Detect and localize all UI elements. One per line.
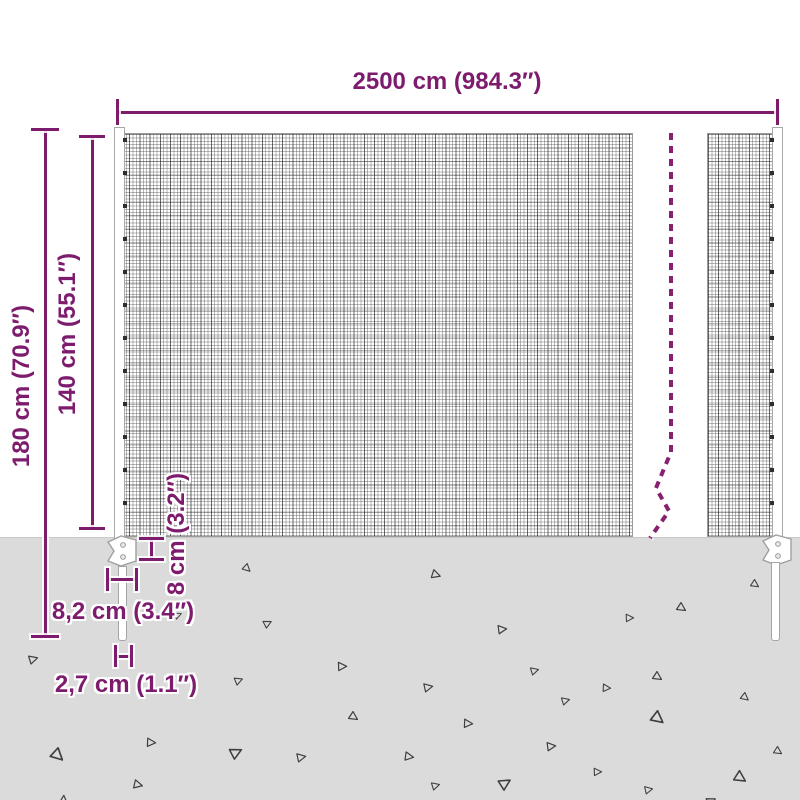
anchor-width-dimension-label: 8,2 cm (3.4″) bbox=[51, 598, 195, 625]
mesh-height-tick-top bbox=[79, 135, 105, 138]
ground-triangle-icon bbox=[260, 617, 273, 630]
ground-triangle-icon bbox=[590, 765, 603, 778]
ground-triangle-icon bbox=[543, 739, 558, 753]
mesh-height-dimension-line bbox=[91, 137, 94, 530]
ground-triangle-icon bbox=[732, 769, 747, 783]
right-anchor-plate-icon bbox=[761, 534, 792, 566]
ground-triangle-icon bbox=[347, 710, 359, 721]
ground-triangle-icon bbox=[739, 691, 750, 702]
width-dimension-tick-left bbox=[116, 99, 119, 125]
ground-triangle-icon bbox=[703, 794, 717, 800]
ground-triangle-icon bbox=[226, 744, 244, 762]
ground-triangle-icon bbox=[622, 611, 635, 624]
anchor-height-tick-top bbox=[139, 537, 164, 540]
ground-triangle-icon bbox=[641, 783, 654, 796]
ground-triangle-icon bbox=[56, 794, 70, 800]
ground-triangle-icon bbox=[143, 735, 157, 749]
width-dimension-label: 2500 cm (984.3″) bbox=[352, 68, 542, 95]
ground-triangle-icon bbox=[401, 749, 415, 762]
ground-triangle-icon bbox=[428, 779, 441, 792]
ground-triangle-icon bbox=[494, 622, 509, 636]
spike-width-dimension-line bbox=[117, 655, 131, 658]
ground-triangle-icon bbox=[648, 709, 665, 724]
mesh-height-dimension-label: 140 cm (55.1″) bbox=[54, 252, 81, 416]
ground-triangle-icon bbox=[293, 750, 307, 764]
ground-triangle-icon bbox=[231, 674, 244, 687]
ground-triangle-icon bbox=[48, 746, 65, 762]
total-height-tick-bottom bbox=[31, 635, 59, 638]
ground-triangle-icon bbox=[527, 664, 540, 677]
spike-width-tick-right bbox=[130, 645, 133, 667]
anchor-height-dimension-line bbox=[150, 539, 153, 560]
ground-triangle-icon bbox=[131, 778, 144, 791]
width-dimension-line bbox=[118, 111, 779, 114]
right-fence-post bbox=[770, 127, 783, 539]
ground-triangle-icon bbox=[558, 694, 571, 707]
left-ground-spike bbox=[118, 566, 127, 641]
mesh-height-tick-bottom bbox=[79, 527, 105, 530]
ground-triangle-icon bbox=[599, 681, 612, 693]
ground-triangle-icon bbox=[675, 601, 687, 612]
left-post-clips bbox=[123, 138, 127, 532]
right-ground-spike bbox=[771, 562, 780, 641]
right-post-clips bbox=[770, 138, 774, 532]
ground-triangle-icon bbox=[420, 680, 434, 694]
total-height-dimension-label: 180 cm (70.9″) bbox=[8, 304, 35, 468]
anchor-width-tick-right bbox=[135, 568, 138, 591]
anchor-height-dimension-label: 8 cm (3.2″) bbox=[163, 472, 190, 596]
ground-triangle-icon bbox=[749, 578, 760, 588]
width-dimension-tick-right bbox=[776, 99, 779, 125]
anchor-width-dimension-line bbox=[108, 578, 137, 581]
anchor-width-tick-left bbox=[106, 568, 109, 591]
ground-triangle-icon bbox=[651, 670, 663, 681]
total-height-dimension-line bbox=[44, 130, 47, 638]
left-anchor-plate-icon bbox=[106, 535, 137, 567]
ground-triangle-icon bbox=[334, 659, 349, 673]
ground-triangle-icon bbox=[772, 745, 783, 755]
ground-triangle-icon bbox=[495, 775, 512, 792]
ground-triangle-icon bbox=[460, 716, 474, 730]
ground-triangle-icon bbox=[171, 609, 183, 620]
ground-triangle-icon bbox=[25, 652, 39, 666]
spike-width-dimension-label: 2,7 cm (1.1″) bbox=[54, 671, 198, 698]
anchor-height-tick-bottom bbox=[139, 558, 164, 561]
ground-triangle-icon bbox=[429, 568, 442, 580]
left-fence-post bbox=[114, 127, 127, 539]
total-height-tick-top bbox=[31, 128, 59, 131]
spike-width-tick-left bbox=[114, 645, 117, 667]
ground-triangle-icon bbox=[241, 562, 251, 573]
mesh-panel-left bbox=[118, 133, 633, 537]
